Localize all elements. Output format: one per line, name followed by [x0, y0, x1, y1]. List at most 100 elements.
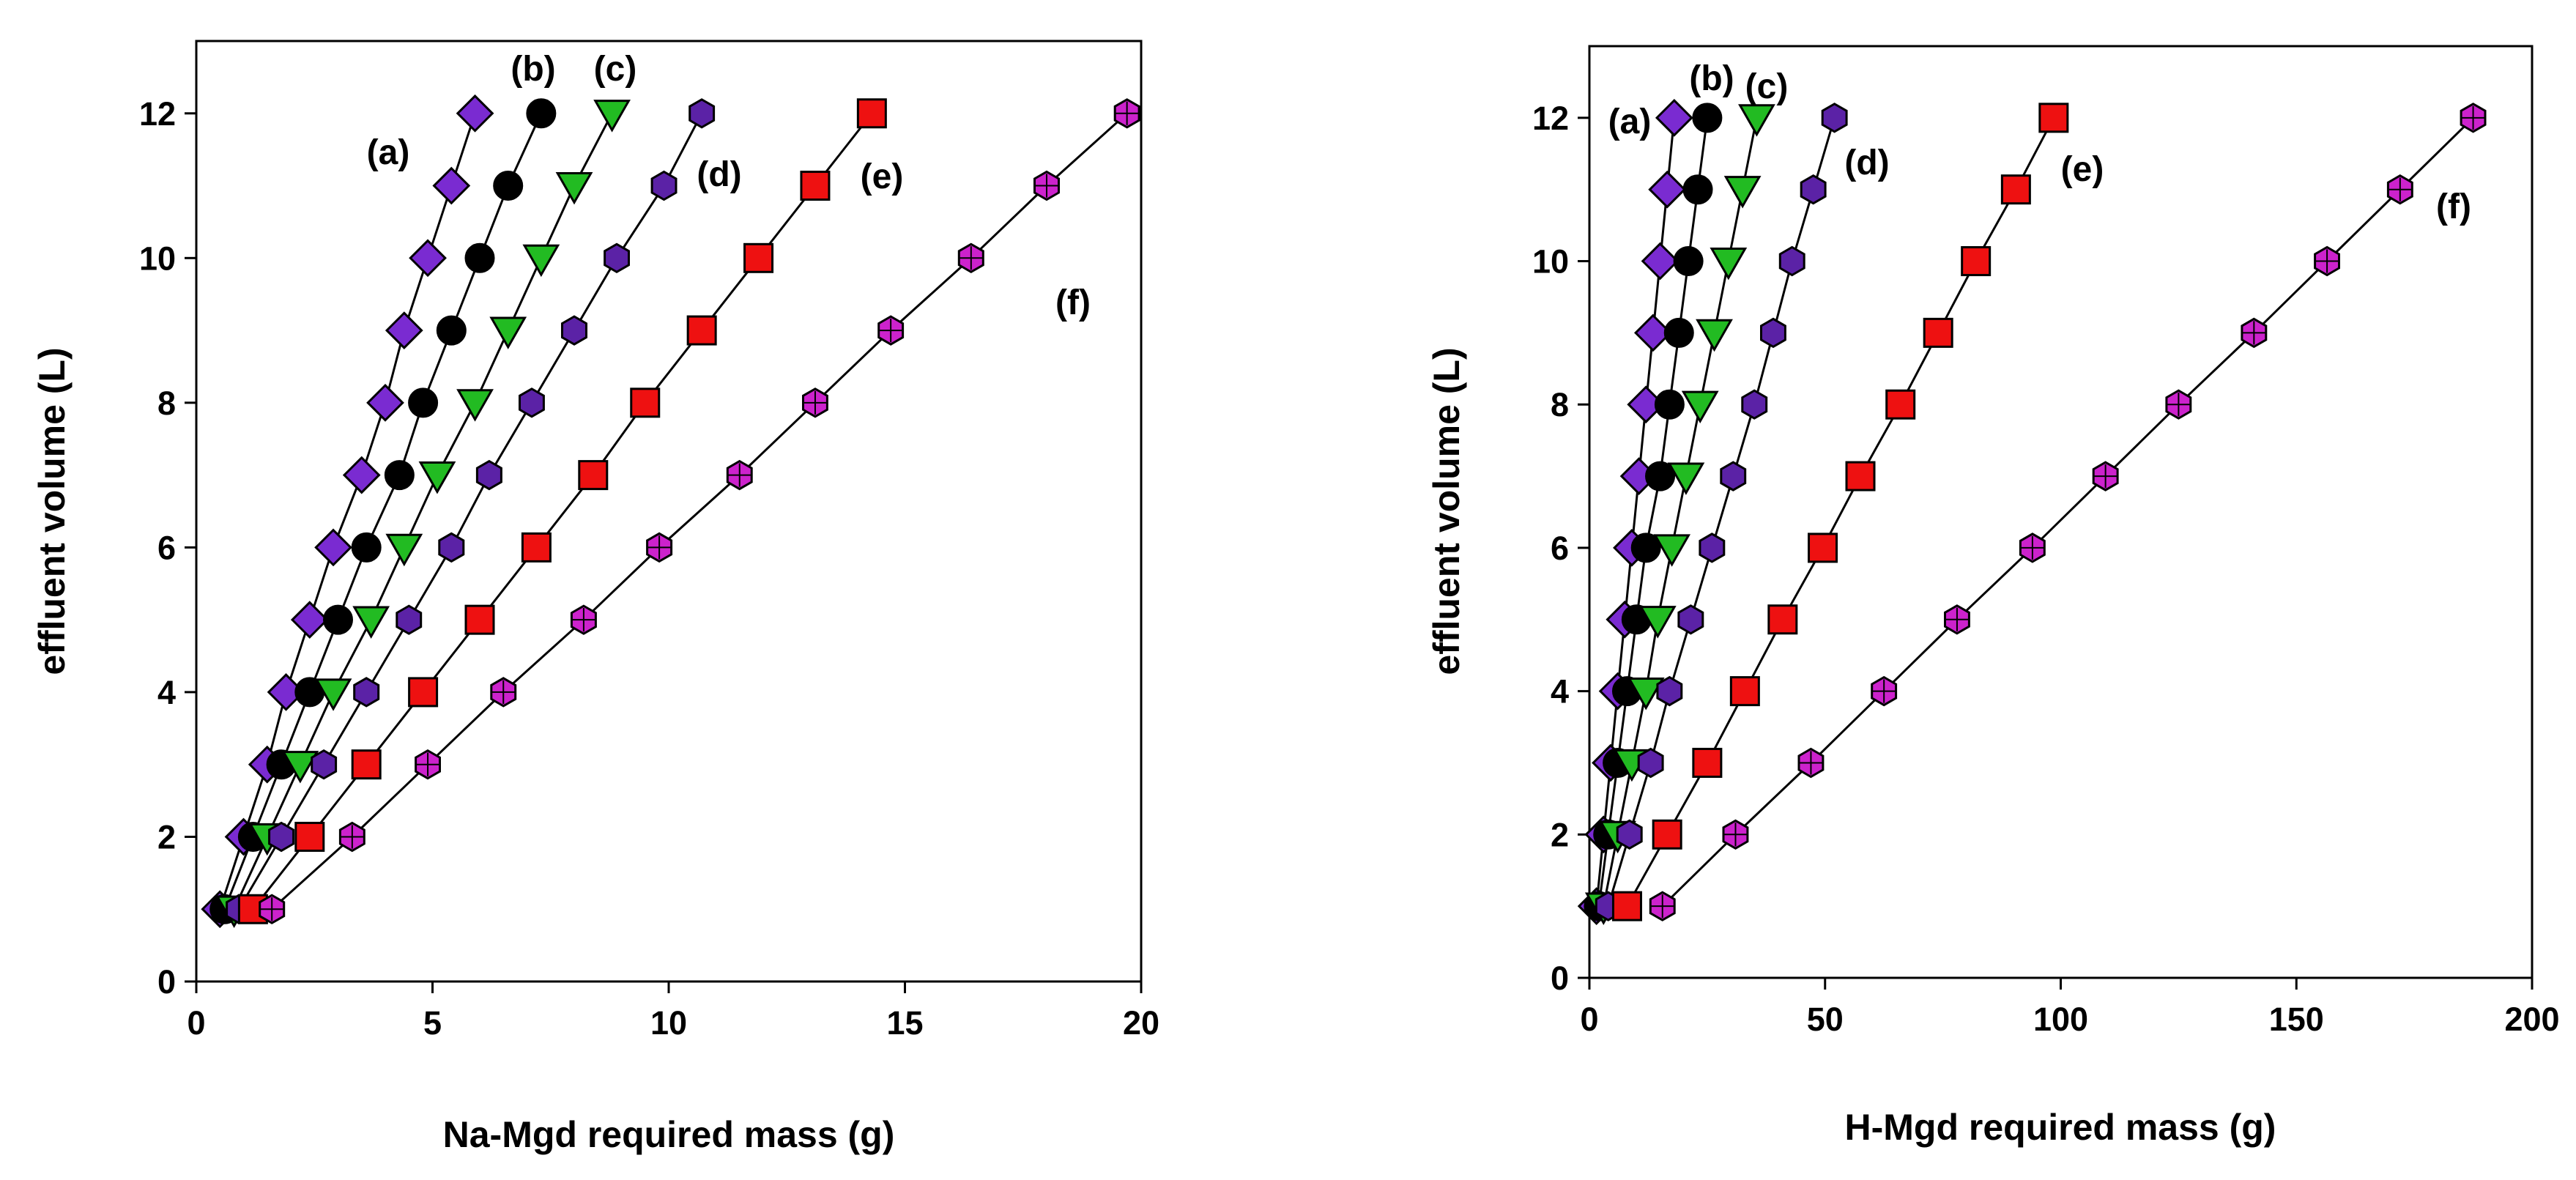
data-point — [2000, 174, 2031, 205]
data-point — [650, 170, 678, 201]
data-point — [2241, 317, 2268, 349]
data-point — [1923, 317, 1953, 348]
data-point — [418, 461, 456, 494]
data-point — [646, 532, 673, 563]
data-point — [1681, 390, 1719, 424]
data-point — [294, 821, 325, 852]
y-tick-label: 12 — [1532, 100, 1569, 137]
series-line — [252, 112, 873, 910]
series-label-e: (e) — [2061, 150, 2104, 189]
data-point — [1871, 675, 1898, 707]
data-point — [456, 389, 494, 422]
data-point — [432, 166, 471, 205]
data-point — [1638, 606, 1677, 639]
x-tick-label: 100 — [2033, 1001, 2088, 1038]
data-point — [314, 678, 352, 711]
series-label-c: (c) — [594, 50, 637, 89]
data-point — [1656, 675, 1683, 707]
y-tick-label: 6 — [1551, 530, 1569, 567]
data-point — [352, 606, 390, 639]
data-point — [2314, 245, 2340, 277]
data-point — [1767, 604, 1798, 635]
data-point — [1616, 819, 1643, 850]
data-point — [323, 604, 353, 635]
y-axis-title: effluent volume (L) — [31, 347, 73, 675]
x-axis-title: Na-Mgd required mass (g) — [443, 1114, 895, 1155]
series-line — [237, 113, 703, 910]
data-point — [384, 460, 415, 491]
data-point — [593, 100, 631, 133]
series-label-f: (f) — [2436, 188, 2471, 226]
data-point — [1723, 176, 1762, 209]
data-point — [802, 387, 828, 418]
series-line — [1597, 117, 1709, 907]
x-axis-title: H-Mgd required mass (g) — [1845, 1107, 2276, 1148]
data-point — [464, 242, 495, 273]
x-tick-label: 0 — [187, 1004, 205, 1042]
y-axis-ticks: 0 2 4 6 8 10 12 — [1532, 100, 1589, 997]
data-point — [396, 604, 423, 635]
y-axis-ticks: 0 2 4 6 8 10 12 — [139, 95, 196, 1001]
data-point — [726, 459, 753, 491]
data-point — [342, 456, 381, 494]
series-line — [271, 112, 1128, 910]
data-point — [290, 601, 329, 639]
data-point — [1696, 319, 1733, 352]
chart-na-mgd: 0 5 10 15 20 0 2 4 6 8 10 12 Na-Mgd required mass … — [31, 40, 1159, 1155]
data-point — [1944, 604, 1970, 635]
data-point — [259, 894, 286, 924]
data-point — [2386, 174, 2413, 205]
data-point — [415, 749, 441, 780]
series-lines — [218, 112, 1128, 910]
data-point — [1741, 389, 1768, 420]
x-tick-label: 20 — [1123, 1004, 1159, 1042]
data-point — [385, 311, 423, 349]
data-point — [456, 94, 494, 133]
data-point — [385, 533, 423, 567]
data-point — [314, 528, 352, 567]
data-point — [338, 821, 365, 853]
data-point — [877, 315, 905, 346]
data-point — [1778, 245, 1805, 277]
y-tick-label: 10 — [139, 240, 176, 277]
data-point — [1808, 533, 1838, 563]
series-label-b: (b) — [1689, 59, 1734, 98]
data-point — [436, 315, 467, 346]
series-line — [233, 113, 613, 910]
data-point — [2092, 461, 2119, 491]
data-point — [1627, 678, 1665, 710]
data-point — [1637, 747, 1664, 779]
y-tick-label: 8 — [1551, 386, 1569, 423]
y-tick-label: 10 — [1532, 243, 1569, 281]
data-point — [688, 98, 716, 129]
data-point — [1652, 819, 1682, 850]
series-label-d: (d) — [1844, 144, 1889, 182]
series-label-a: (a) — [367, 133, 410, 172]
data-point — [366, 383, 404, 422]
data-point — [604, 242, 630, 274]
y-tick-label: 2 — [1551, 816, 1569, 853]
data-point — [351, 532, 382, 563]
x-tick-label: 200 — [2504, 1001, 2559, 1038]
data-point — [1611, 891, 1642, 921]
series-points — [201, 94, 1140, 929]
data-point — [1663, 317, 1694, 348]
data-point — [490, 677, 517, 708]
data-point — [408, 677, 439, 708]
data-point — [743, 242, 774, 273]
series-line — [1602, 117, 1758, 907]
y-tick-label: 12 — [139, 95, 176, 133]
data-point — [957, 242, 984, 274]
data-point — [630, 387, 661, 418]
x-tick-label: 10 — [650, 1004, 687, 1042]
data-point — [1729, 676, 1760, 707]
data-point — [1800, 174, 1827, 205]
data-point — [519, 387, 545, 418]
y-tick-label: 2 — [157, 818, 176, 856]
data-point — [1692, 747, 1723, 778]
data-point — [268, 821, 295, 853]
chart-h-mgd: 0 50 100 150 200 0 2 4 6 8 10 12 H-Mgd required ma… — [1426, 45, 2560, 1148]
series-label-f: (f) — [1055, 283, 1091, 322]
data-point — [1653, 534, 1690, 567]
